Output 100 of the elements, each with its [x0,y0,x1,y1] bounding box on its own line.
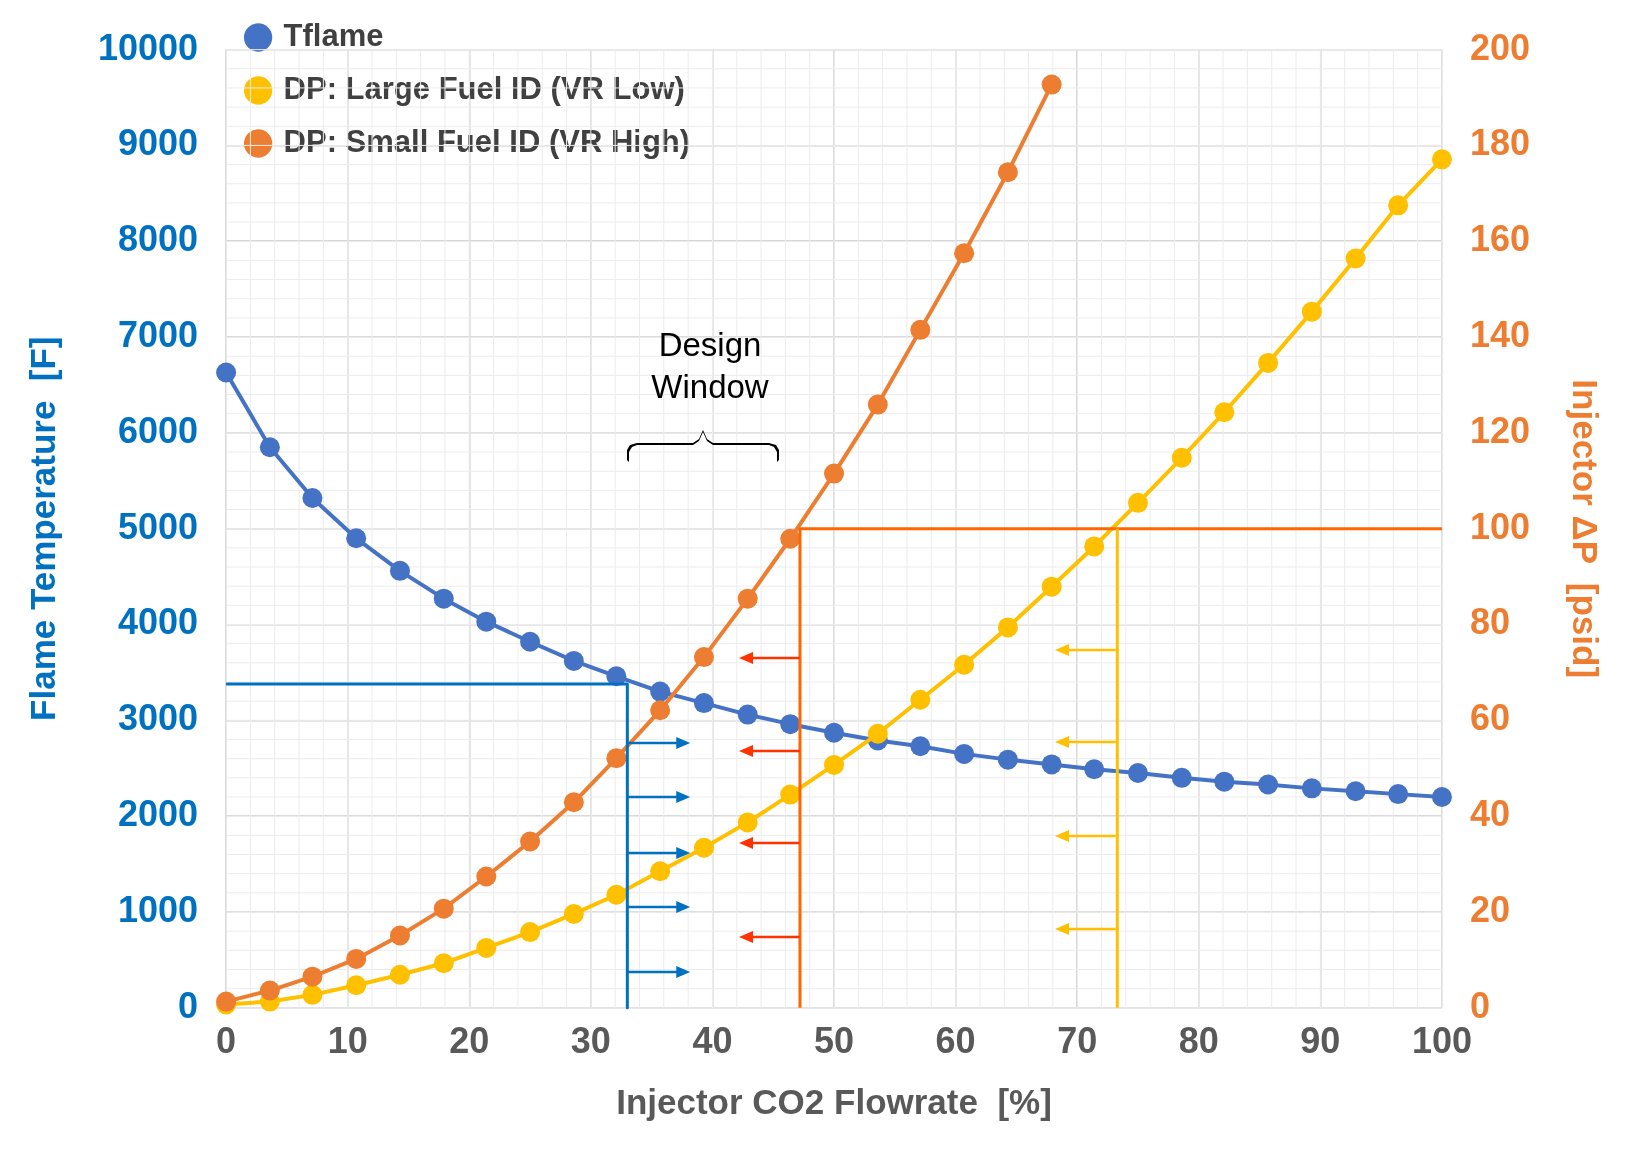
y2-tick-label: 200 [1469,26,1531,68]
point [1345,781,1366,802]
legend-label: DP: Small Fuel ID (VR High) [283,124,691,160]
y2-axis-title: Injector ΔP [psid] [1566,379,1606,679]
point [1041,754,1062,775]
point [476,611,497,632]
y-tick-label: 6000 [118,409,199,451]
point [997,749,1018,770]
point [520,922,541,943]
point [433,588,454,609]
point [693,647,714,668]
x-tick-label: 10 [327,1020,368,1062]
point [520,831,541,852]
y2-tick-label: 80 [1469,601,1510,643]
y-tick-label: 1000 [118,888,199,930]
y-tick-label: 8000 [118,218,199,260]
point [650,861,671,882]
point [867,723,888,744]
y-tick-label: 3000 [118,697,199,739]
point [606,884,627,905]
point [650,700,671,721]
x-tick-label: 90 [1300,1020,1341,1062]
point [1084,536,1105,557]
point [824,463,845,484]
point [389,560,410,581]
point [824,754,845,775]
x-tick-label: 80 [1178,1020,1219,1062]
point [563,650,584,671]
point [302,966,323,987]
y-tick-label: 9000 [118,122,199,164]
x-tick-label: 20 [449,1020,490,1062]
point [997,162,1018,183]
point [997,617,1018,638]
x-tick-label: 70 [1057,1020,1098,1062]
point [1214,402,1235,423]
point [1345,248,1366,269]
x-tick-label: 100 [1411,1020,1472,1062]
point [1301,301,1322,322]
legend-label: DP: Large Fuel ID (VR Low) [283,71,685,107]
point [737,588,758,609]
point [1041,74,1062,95]
point [433,898,454,919]
y2-tick-label: 60 [1469,697,1510,739]
point [259,980,280,1001]
y-tick-label: 0 [178,984,199,1026]
x-tick-label: 30 [570,1020,611,1062]
x-tick-label: 50 [814,1020,855,1062]
point [693,837,714,858]
point [954,243,975,264]
point [867,394,888,415]
point [563,903,584,924]
point [1127,763,1148,784]
point [737,812,758,833]
x-tick-label: 40 [692,1020,733,1062]
annotation: Design Window [650,325,770,407]
y2-tick-label: 100 [1469,505,1531,547]
y-tick-label: 5000 [118,505,199,547]
x-tick-label: 0 [216,1020,237,1062]
point [1127,492,1148,513]
point [1388,784,1409,805]
point [520,631,541,652]
point [910,736,931,757]
point [1431,149,1452,170]
point [780,714,801,735]
point [693,693,714,714]
y2-tick-label: 0 [1469,984,1490,1026]
point [1041,576,1062,597]
point [954,654,975,675]
point [389,925,410,946]
point [910,689,931,710]
point [1171,447,1192,468]
point [780,784,801,805]
point [346,948,367,969]
point [1388,195,1409,216]
y-tick-label: 7000 [118,313,199,355]
point [606,748,627,769]
point [650,681,671,702]
y2-tick-label: 180 [1469,122,1531,164]
point [346,975,367,996]
x-tick-label: 60 [935,1020,976,1062]
point [216,362,237,383]
point [476,937,497,958]
point [1258,352,1279,373]
y2-tick-label: 140 [1469,313,1531,355]
y-tick-label: 10000 [98,26,199,68]
x-axis-title: Injector CO2 Flowrate [%] [616,1081,1052,1121]
y2-tick-label: 40 [1469,793,1510,835]
point [563,792,584,813]
point [389,964,410,985]
point [302,984,323,1005]
point [259,437,280,458]
point [824,722,845,743]
y2-tick-label: 20 [1469,888,1510,930]
point [302,488,323,509]
point [1171,767,1192,788]
y2-tick-label: 120 [1469,409,1531,451]
point [1084,759,1105,780]
point [954,743,975,764]
point [737,704,758,725]
y2-tick-label: 160 [1469,218,1531,260]
